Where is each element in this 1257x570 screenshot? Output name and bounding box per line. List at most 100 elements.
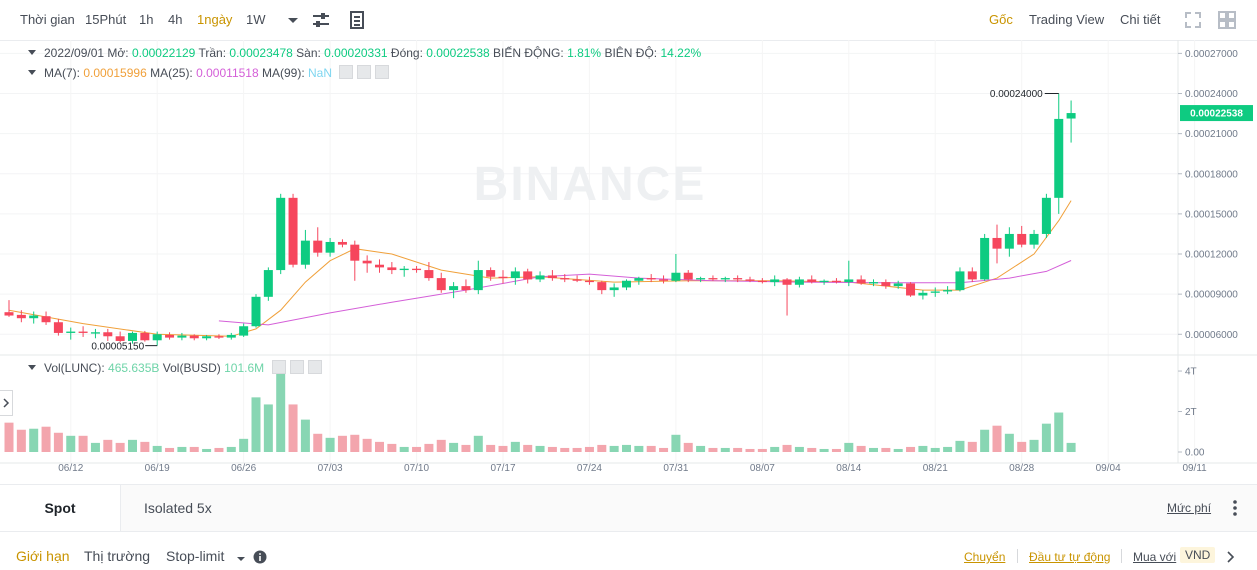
indicator-icon[interactable] [347, 10, 367, 30]
volume-tick-label: 2T [1185, 407, 1197, 418]
volume-tick-label: 4T [1185, 367, 1197, 378]
chevron-down-icon[interactable] [283, 10, 303, 30]
volume-bar [78, 435, 88, 452]
price-chart[interactable]: BINANCE 0.00027000 0.00024000 0.00021000 0.… [0, 40, 1257, 484]
interval-1d[interactable]: 1ngày [197, 12, 233, 27]
view-trading-view[interactable]: Trading View [1029, 12, 1105, 27]
volume-bar [165, 447, 175, 452]
chevron-right-icon[interactable] [1226, 550, 1236, 569]
settings-icon[interactable] [357, 65, 372, 79]
ma7-label: MA(7): [44, 66, 80, 80]
candle-body [66, 331, 76, 333]
interval-1w[interactable]: 1W [246, 12, 266, 27]
interval-4h[interactable]: 4h [168, 12, 183, 27]
fee-link[interactable]: Mức phí [1167, 501, 1212, 515]
volume-bar [597, 444, 607, 452]
high-marker-label: 0.00024000 [990, 89, 1043, 100]
close-icon[interactable] [375, 65, 390, 79]
candle-body [844, 279, 854, 283]
eye-icon[interactable] [339, 65, 354, 79]
volume-tick-label: 0.00 [1185, 448, 1205, 459]
candle-body [486, 270, 496, 277]
candle-body [1054, 118, 1064, 198]
info-icon[interactable] [253, 550, 267, 569]
candle-body [226, 334, 236, 338]
sliders-icon[interactable] [311, 10, 331, 30]
change-label: BIẾN ĐỘNG: [493, 46, 564, 60]
interval-15m[interactable]: 15Phút [85, 12, 127, 27]
price-tick-label: 0.00015000 [1185, 209, 1238, 220]
interval-time[interactable]: Thời gian [20, 12, 75, 27]
more-options-icon[interactable] [1230, 499, 1240, 517]
candle-body [683, 272, 693, 280]
interval-1h[interactable]: 1h [139, 12, 154, 27]
volume-bar [646, 445, 656, 452]
candle-body [510, 271, 520, 279]
settings-icon[interactable] [289, 360, 304, 374]
auto-invest-link[interactable]: Đầu tư tự động [1029, 550, 1111, 564]
currency-badge[interactable]: VND [1180, 547, 1216, 563]
volume-bar [906, 446, 916, 452]
collapse-caret-icon[interactable] [28, 50, 36, 55]
order-type-stop-limit[interactable]: Stop-limit [166, 548, 225, 564]
volume-bar [41, 426, 51, 452]
candle-body [807, 279, 817, 283]
volume-bar [16, 429, 26, 452]
candle-body [103, 332, 113, 337]
candle-body [325, 241, 335, 253]
watermark: BINANCE [474, 158, 707, 211]
ohlc-date: 2022/09/01 [44, 46, 105, 60]
volume-bar [53, 432, 63, 452]
volume-bar [362, 438, 372, 452]
volume-bar [659, 447, 669, 452]
low-marker-label: 0.00005150 [91, 342, 144, 353]
low-label: Sàn: [296, 46, 321, 60]
date-tick-label: 06/12 [58, 463, 83, 474]
eye-icon[interactable] [271, 360, 286, 374]
tab-spot[interactable]: Spot [0, 485, 121, 531]
transfer-link[interactable]: Chuyển [964, 550, 1006, 564]
tab-isolated[interactable]: Isolated 5x [144, 500, 212, 516]
volume-bar [412, 446, 422, 452]
buy-with-link[interactable]: Mua với [1133, 550, 1177, 564]
price-tick-label: 0.00027000 [1185, 49, 1238, 60]
candle-body [869, 282, 878, 284]
candle-body [251, 296, 261, 327]
date-tick-label: 08/14 [836, 463, 861, 474]
collapse-caret-icon[interactable] [28, 365, 36, 370]
order-type-market[interactable]: Thị trường [84, 548, 151, 564]
candle-body [473, 270, 483, 291]
vol-lunc-label: Vol(LUNC): [44, 361, 105, 375]
close-icon[interactable] [307, 360, 322, 374]
candle-body [881, 282, 891, 287]
view-depth[interactable]: Chi tiết [1120, 12, 1161, 27]
date-tick-label: 07/10 [404, 463, 429, 474]
candle-body [276, 197, 286, 271]
vol-lunc-value: 465.635B [108, 361, 160, 375]
ma99-label: MA(99): [261, 66, 305, 80]
volume-bar [634, 445, 644, 452]
collapse-caret-icon[interactable] [28, 70, 36, 75]
chevron-right-icon [3, 398, 10, 408]
candle-body [189, 335, 199, 339]
grid-icon[interactable] [1217, 10, 1237, 30]
candle-body [918, 292, 928, 296]
price-tick-label: 0.00006000 [1185, 330, 1238, 341]
divider [1121, 549, 1122, 563]
candle-body [461, 286, 471, 291]
expand-icon[interactable] [1183, 10, 1203, 30]
candle-body [980, 237, 990, 280]
ma99-value: NaN [308, 66, 333, 80]
volume-bar [486, 444, 496, 452]
sidebar-toggle[interactable] [0, 390, 13, 416]
volume-bar [671, 434, 681, 452]
candle-body [696, 278, 706, 280]
view-original[interactable]: Gốc [989, 12, 1013, 27]
volume-bar [399, 446, 409, 452]
chevron-down-icon[interactable] [236, 551, 246, 569]
order-type-limit[interactable]: Giới hạn [16, 548, 70, 564]
candle-body [165, 334, 175, 338]
volume-bar [239, 438, 249, 452]
volume-bar [708, 447, 718, 452]
candle-body [436, 278, 446, 291]
